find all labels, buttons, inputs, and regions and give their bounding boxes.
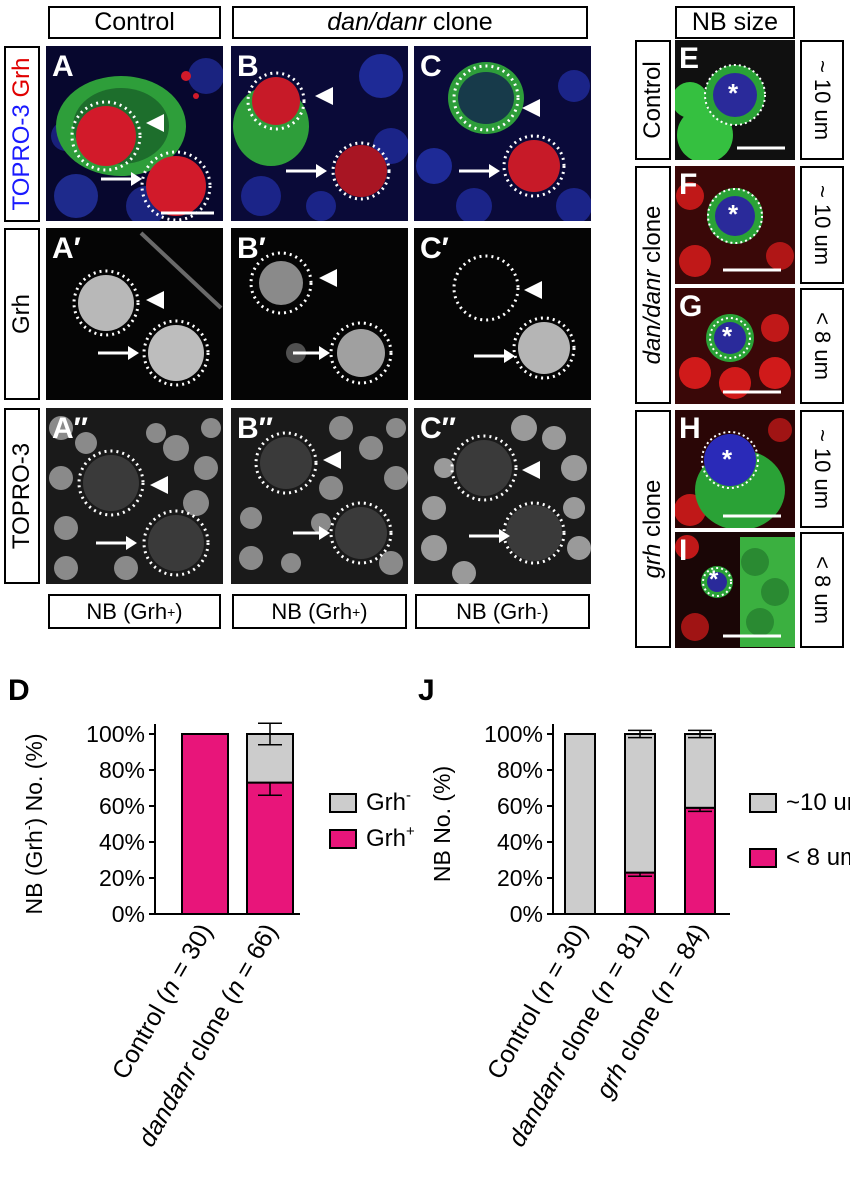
header-nb-size: NB size bbox=[675, 6, 795, 39]
y-tick-label: 0% bbox=[112, 901, 145, 927]
y-axis-label: NB (Grh-) No. (%) bbox=[20, 733, 47, 914]
panel-letter-a-prime: A′ bbox=[52, 232, 81, 265]
bottom-label-b: NB (Grh +) bbox=[232, 594, 407, 629]
bottom-label-a: NB (Grh +) bbox=[48, 594, 221, 629]
legend-swatch-0 bbox=[329, 793, 357, 813]
bar-8um-1 bbox=[624, 871, 656, 916]
panel-letter-i: I bbox=[679, 534, 688, 567]
y-tick-label: 60% bbox=[497, 793, 543, 819]
row-label-merge: TOPRO-3 Grh bbox=[4, 46, 40, 222]
panel-g: G * bbox=[675, 288, 795, 404]
panel-letter-b-double-prime: B″ bbox=[237, 412, 274, 445]
header-control: Control bbox=[48, 6, 221, 39]
y-tick-label: 40% bbox=[99, 829, 145, 855]
side-label-control: Control bbox=[635, 40, 671, 160]
asterisk-i: * bbox=[709, 566, 719, 593]
panel-h: H * bbox=[675, 410, 795, 528]
legend-label-0: Grh- bbox=[366, 787, 411, 816]
asterisk-e: * bbox=[728, 78, 739, 108]
panel-a: A bbox=[46, 46, 223, 221]
panel-b: B bbox=[231, 46, 408, 221]
bar-8um-2 bbox=[684, 806, 716, 915]
row-label-topro3: TOPRO-3 bbox=[4, 408, 40, 584]
panel-letter-b: B bbox=[237, 50, 259, 83]
side-label-dan-danr: dan/danr clone bbox=[635, 166, 671, 404]
y-tick-label: 20% bbox=[99, 865, 145, 891]
row-label-grh-red: Grh bbox=[8, 57, 35, 105]
legend-label-1: < 8 um bbox=[786, 844, 850, 871]
panel-e: E * bbox=[675, 40, 795, 160]
panel-letter-a-double-prime: A″ bbox=[52, 412, 89, 445]
header-dan-danr-clone: dan/danr clone bbox=[232, 6, 588, 39]
panel-c: C bbox=[414, 46, 591, 221]
size-label-f: ~ 10 um bbox=[800, 166, 844, 284]
size-label-h: ~ 10 um bbox=[800, 410, 844, 528]
chart-d: 0%20%40%60%80%100%NB (Grh-) No. (%)Contr… bbox=[20, 721, 415, 1151]
y-tick-label: 80% bbox=[99, 757, 145, 783]
legend-swatch-0 bbox=[749, 793, 777, 813]
header-clone-gene: dan/danr bbox=[327, 8, 426, 36]
panel-letter-e: E bbox=[679, 42, 700, 75]
panel-letter-c-double-prime: C″ bbox=[420, 412, 457, 445]
panel-i: I * bbox=[675, 532, 795, 648]
y-tick-label: 80% bbox=[497, 757, 543, 783]
panel-a-prime: A′ bbox=[46, 228, 223, 400]
y-tick-label: 20% bbox=[497, 865, 543, 891]
size-label-i: < 8 um bbox=[800, 532, 844, 648]
panel-b-double-prime: B″ bbox=[231, 408, 408, 584]
panel-a-double-prime: A″ bbox=[46, 408, 223, 584]
asterisk-h: * bbox=[722, 444, 733, 474]
bottom-label-c: NB (Grh -) bbox=[415, 594, 590, 629]
row-label-grh: Grh bbox=[4, 228, 40, 400]
size-label-e: ~ 10 um bbox=[800, 40, 844, 160]
panel-letter-f: F bbox=[679, 168, 698, 201]
panel-letter-g: G bbox=[679, 290, 703, 323]
chart-j: 0%20%40%60%80%100%NB No. (%)Control (n =… bbox=[429, 721, 850, 1151]
panel-c-double-prime: C″ bbox=[414, 408, 591, 584]
asterisk-f: * bbox=[728, 199, 739, 229]
legend-swatch-1 bbox=[329, 829, 357, 849]
panel-letter-a: A bbox=[52, 50, 74, 83]
panel-b-prime: B′ bbox=[231, 228, 408, 400]
y-tick-label: 40% bbox=[497, 829, 543, 855]
bar-grh-1 bbox=[246, 781, 294, 915]
panel-letter-h: H bbox=[679, 412, 701, 445]
panel-f: F * bbox=[675, 166, 795, 284]
panel-c-prime: C′ bbox=[414, 228, 591, 400]
side-label-grh: grh clone bbox=[635, 410, 671, 648]
panel-letter-b-prime: B′ bbox=[237, 232, 266, 265]
legend-swatch-1 bbox=[749, 848, 777, 868]
size-label-g: < 8 um bbox=[800, 288, 844, 404]
y-axis-label: NB No. (%) bbox=[429, 766, 455, 882]
y-tick-label: 100% bbox=[86, 721, 145, 747]
chart-letter-j: J bbox=[418, 674, 435, 707]
bar-10um-1 bbox=[624, 733, 656, 874]
header-clone-word: clone bbox=[425, 8, 493, 36]
panel-letter-c-prime: C′ bbox=[420, 232, 449, 265]
chart-letter-d: D bbox=[8, 674, 30, 707]
legend-label-0: ~10 um bbox=[786, 789, 850, 816]
y-tick-label: 60% bbox=[99, 793, 145, 819]
row-label-topro: TOPRO-3 bbox=[8, 104, 35, 211]
y-tick-label: 100% bbox=[484, 721, 543, 747]
legend-label-1: Grh+ bbox=[366, 823, 415, 852]
bar-10um-2 bbox=[684, 733, 716, 809]
category-label-2: grh clone (n = 84) bbox=[591, 919, 714, 1103]
asterisk-g: * bbox=[722, 321, 733, 351]
bar-grh-0 bbox=[181, 733, 229, 915]
bar-10um-0 bbox=[564, 733, 596, 915]
y-tick-label: 0% bbox=[510, 901, 543, 927]
panel-letter-c: C bbox=[420, 50, 442, 83]
